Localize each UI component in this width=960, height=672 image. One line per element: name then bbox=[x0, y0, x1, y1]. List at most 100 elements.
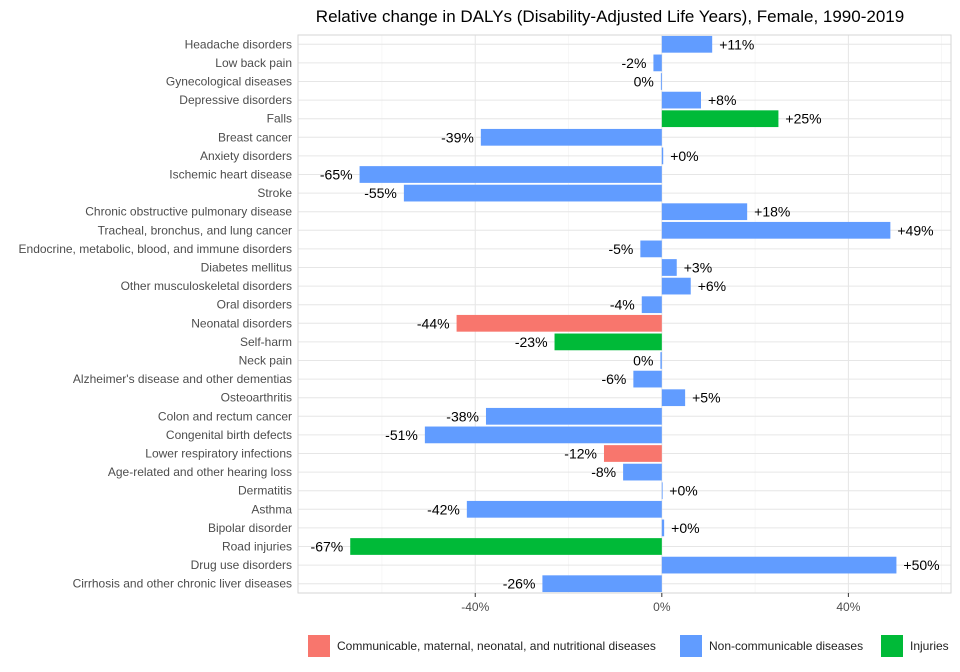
category-label: Dermatitis bbox=[238, 484, 292, 498]
bar bbox=[661, 519, 665, 537]
category-axis: Headache disorders Low back pain Gynecolog… bbox=[19, 37, 293, 590]
data-label: +8% bbox=[708, 92, 736, 108]
legend: Communicable, maternal, neonatal, and nu… bbox=[308, 635, 949, 657]
category-label: Road injuries bbox=[222, 540, 292, 554]
category-label: Colon and rectum cancer bbox=[158, 409, 292, 423]
category-label: Neonatal disorders bbox=[191, 316, 292, 330]
bar bbox=[661, 556, 897, 574]
data-label-layer: +11% -2% 0% +8% +25% -39% +0% -65% -55% +18% +49% -… bbox=[311, 36, 940, 591]
category-label: Neck pain bbox=[239, 354, 292, 368]
bar bbox=[350, 538, 662, 555]
category-label: Asthma bbox=[251, 502, 292, 516]
data-label: 0% bbox=[634, 74, 654, 90]
data-label: -26% bbox=[503, 576, 536, 592]
x-tick-label: 0% bbox=[653, 600, 671, 614]
data-label: -55% bbox=[364, 185, 397, 201]
data-label: +3% bbox=[684, 260, 712, 276]
legend-key bbox=[680, 635, 702, 657]
value-axis: -40% 0% 40% bbox=[461, 593, 861, 614]
data-label: -2% bbox=[622, 55, 647, 71]
legend-key bbox=[881, 635, 903, 657]
bar bbox=[661, 203, 748, 221]
data-label: -6% bbox=[601, 371, 626, 387]
category-label: Depressive disorders bbox=[179, 93, 292, 107]
category-label: Osteoarthritis bbox=[221, 391, 292, 405]
category-label: Lower respiratory infections bbox=[145, 447, 292, 461]
category-label: Low back pain bbox=[215, 56, 292, 70]
bar bbox=[485, 407, 662, 425]
category-label: Stroke bbox=[257, 186, 292, 200]
category-label: Breast cancer bbox=[218, 130, 292, 144]
category-label: Endocrine, metabolic, blood, and immune … bbox=[19, 242, 292, 256]
data-label: +0% bbox=[671, 520, 699, 536]
bar bbox=[661, 91, 701, 109]
category-label: Oral disorders bbox=[217, 298, 292, 312]
data-label: +6% bbox=[698, 278, 726, 294]
data-label: -51% bbox=[385, 427, 418, 443]
bar-layer bbox=[350, 35, 897, 593]
legend-key bbox=[308, 635, 330, 657]
data-label: -23% bbox=[515, 334, 548, 350]
category-label: Tracheal, bronchus, and lung cancer bbox=[98, 223, 292, 237]
category-label: Gynecological diseases bbox=[166, 75, 292, 89]
bar bbox=[542, 575, 662, 593]
category-label: Self-harm bbox=[240, 335, 292, 349]
category-label: Other musculoskeletal disorders bbox=[121, 279, 292, 293]
data-label: -67% bbox=[311, 539, 344, 555]
bar bbox=[403, 184, 662, 202]
category-label: Congenital birth defects bbox=[166, 428, 292, 442]
data-label: -5% bbox=[608, 241, 633, 257]
category-label: Anxiety disorders bbox=[200, 149, 292, 163]
bar bbox=[424, 426, 662, 444]
bar bbox=[623, 463, 662, 481]
data-label: +5% bbox=[692, 390, 720, 406]
data-label: -65% bbox=[320, 167, 353, 183]
bar bbox=[661, 110, 779, 128]
data-label: -42% bbox=[427, 501, 460, 517]
data-label: +0% bbox=[670, 148, 698, 164]
chart-title: Relative change in DALYs (Disability-Adj… bbox=[316, 7, 904, 26]
category-label: Headache disorders bbox=[185, 37, 292, 51]
bar bbox=[633, 370, 662, 388]
x-tick-label: -40% bbox=[461, 600, 489, 614]
bar bbox=[653, 54, 662, 72]
data-label: -12% bbox=[564, 446, 597, 462]
data-label: 0% bbox=[633, 353, 653, 369]
bar bbox=[480, 128, 662, 146]
bar bbox=[603, 445, 662, 462]
data-label: -38% bbox=[446, 408, 479, 424]
bar bbox=[661, 35, 713, 53]
data-label: -39% bbox=[441, 129, 474, 145]
data-label: +0% bbox=[669, 483, 697, 499]
data-label: +49% bbox=[897, 222, 933, 238]
category-label: Chronic obstructive pulmonary disease bbox=[85, 205, 292, 219]
bar bbox=[661, 259, 677, 276]
bar bbox=[661, 277, 691, 295]
legend-label: Non-communicable diseases bbox=[709, 639, 863, 653]
category-label: Age-related and other hearing loss bbox=[108, 465, 292, 479]
bar bbox=[554, 333, 662, 351]
category-label: Drug use disorders bbox=[191, 558, 292, 572]
data-label: -44% bbox=[417, 315, 450, 331]
category-label: Alzheimer's disease and other dementias bbox=[73, 372, 292, 386]
plot-panel bbox=[297, 34, 952, 594]
legend-label: Communicable, maternal, neonatal, and nu… bbox=[337, 639, 656, 653]
data-label: +50% bbox=[903, 557, 939, 573]
bar bbox=[660, 352, 662, 369]
bar bbox=[661, 482, 663, 500]
bar bbox=[466, 500, 662, 518]
data-label: +25% bbox=[785, 111, 821, 127]
data-label: +18% bbox=[754, 204, 790, 220]
bar bbox=[641, 296, 662, 314]
data-label: +11% bbox=[719, 36, 754, 52]
bar bbox=[661, 147, 664, 165]
category-label: Cirrhosis and other chronic liver diseas… bbox=[73, 577, 292, 591]
bar bbox=[456, 314, 662, 332]
category-label: Falls bbox=[267, 112, 292, 126]
bar bbox=[359, 166, 662, 183]
category-label: Ischemic heart disease bbox=[169, 168, 292, 182]
bar bbox=[640, 240, 662, 258]
category-label: Bipolar disorder bbox=[208, 521, 292, 535]
category-label: Diabetes mellitus bbox=[201, 261, 292, 275]
